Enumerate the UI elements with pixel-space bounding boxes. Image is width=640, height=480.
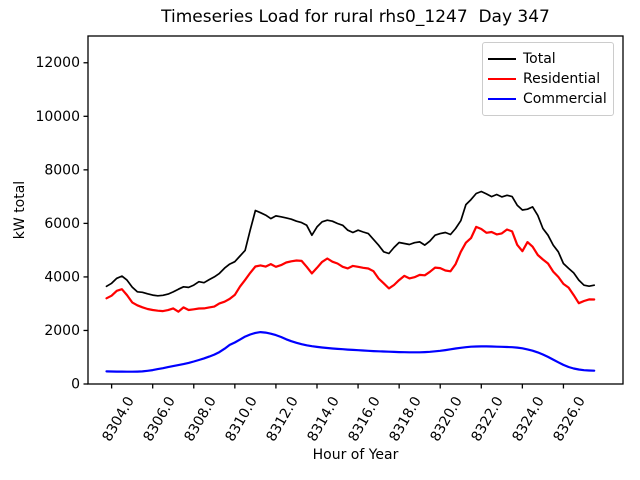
total-line-sample: [488, 58, 516, 60]
y-tick-label: 0: [71, 376, 80, 392]
y-tick-label: 2000: [44, 323, 80, 339]
legend-label-total: Total: [523, 51, 556, 67]
y-axis-label: kW total: [12, 180, 28, 240]
residential-line-sample: [488, 78, 516, 80]
chart-title: Timeseries Load for rural rhs0_1247 Day …: [161, 7, 550, 27]
legend-label-commercial: Commercial: [523, 91, 607, 107]
series-line-residential: [105, 225, 596, 313]
legend-entry-total: Total: [488, 49, 607, 69]
axes-spines: [87, 35, 624, 385]
series-line-total: [105, 190, 596, 297]
y-tick-label: 12000: [35, 55, 80, 71]
legend-entry-residential: Residential: [488, 69, 607, 89]
y-tick-label: 4000: [44, 269, 80, 285]
y-tick-label: 8000: [44, 162, 80, 178]
x-axis-label: Hour of Year: [312, 447, 399, 463]
legend-entry-commercial: Commercial: [488, 89, 607, 109]
commercial-line-sample: [488, 98, 516, 100]
legend-label-residential: Residential: [523, 71, 601, 87]
y-tick-label: 6000: [44, 216, 80, 232]
legend: Total Residential Commercial: [482, 42, 614, 116]
y-tick-label: 10000: [35, 109, 80, 125]
series-line-commercial: [105, 331, 596, 373]
